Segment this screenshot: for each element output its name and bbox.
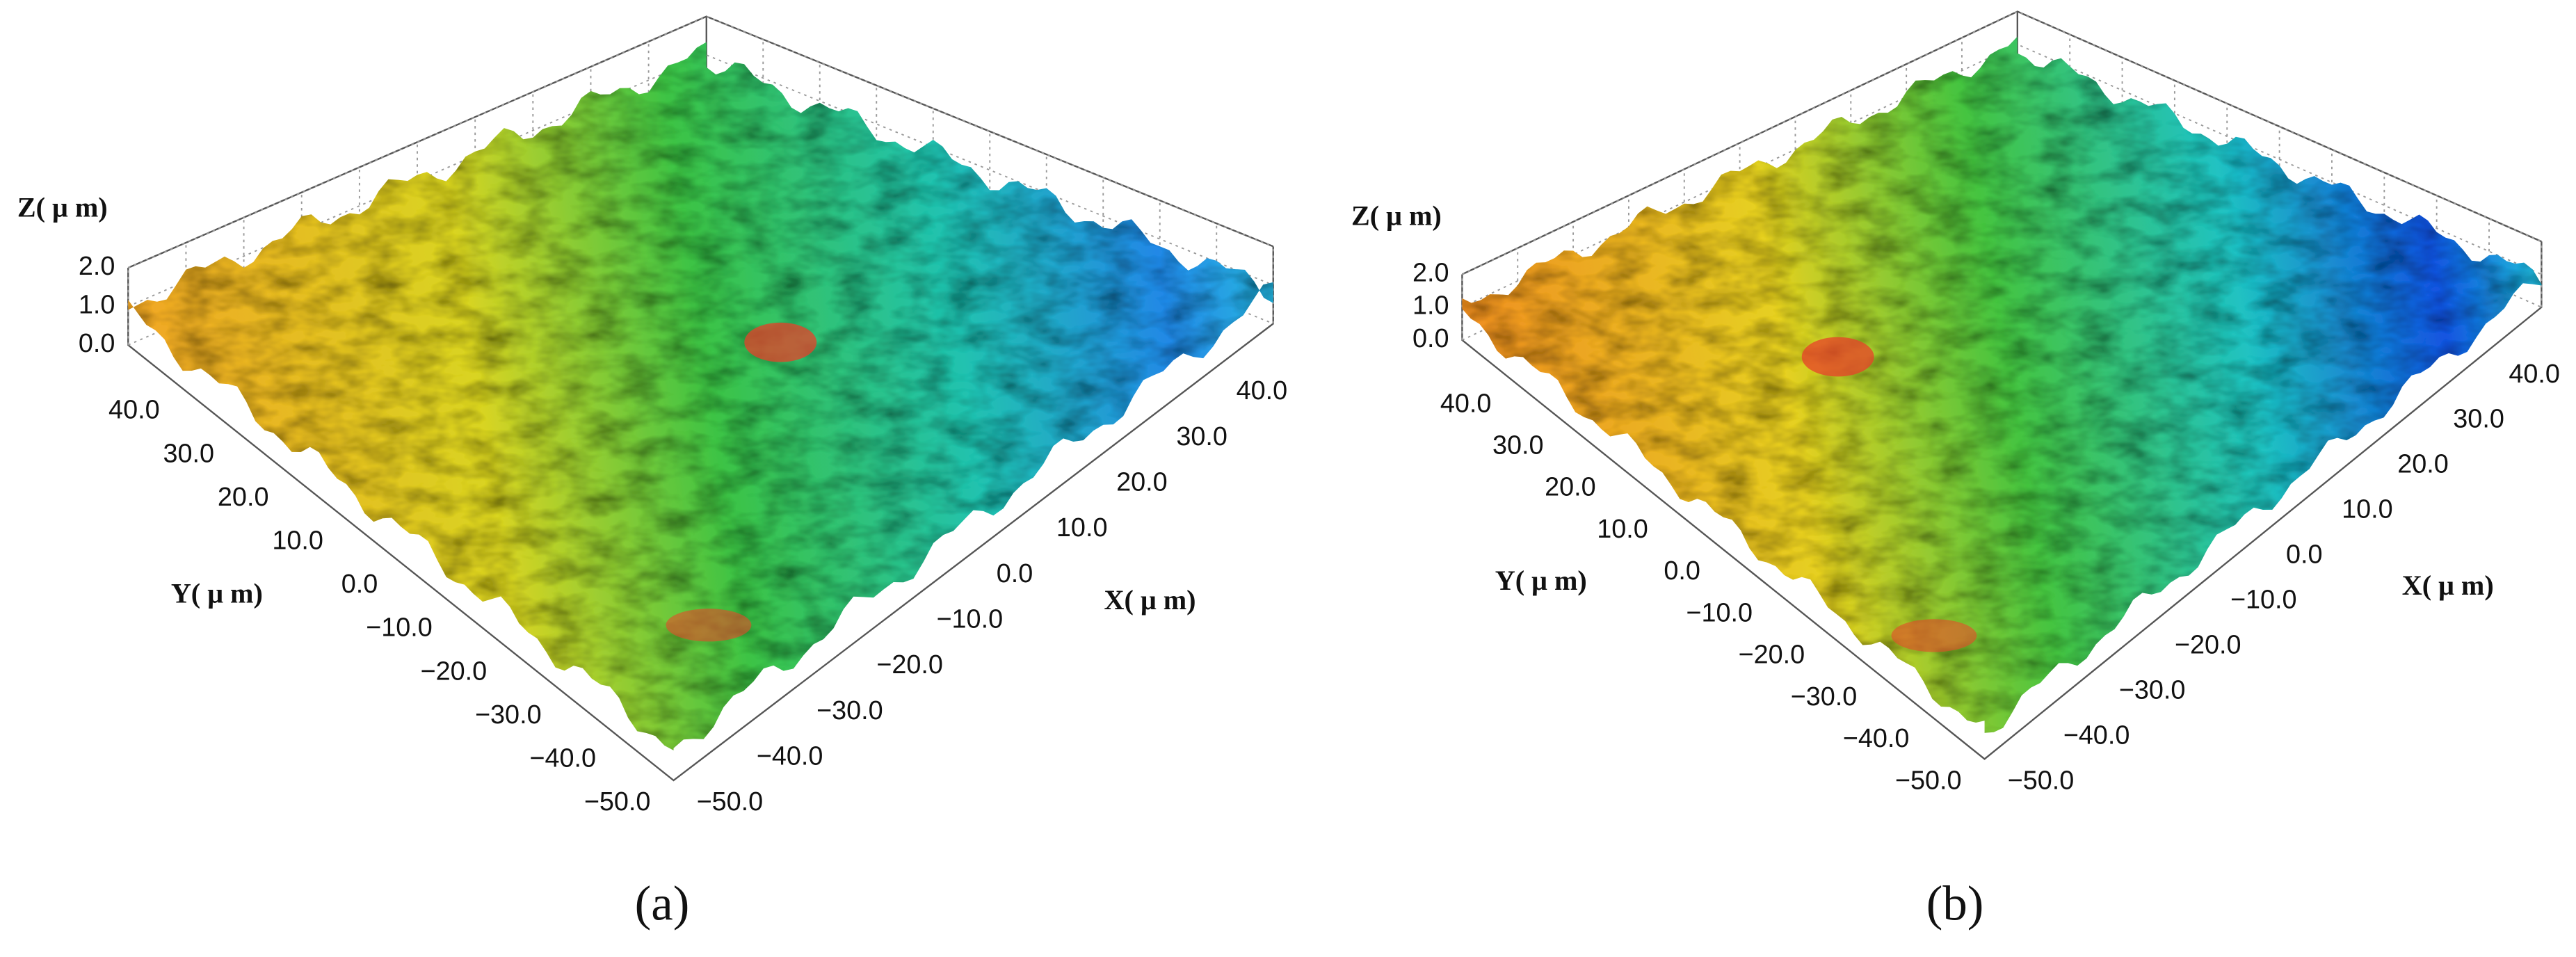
y-tick-label: 30.0 — [1492, 431, 1544, 460]
surface-peak — [666, 609, 752, 642]
y-tick-label: 30.0 — [163, 439, 214, 468]
x-tick-label: 20.0 — [1116, 467, 1168, 497]
y-tick-label: 40.0 — [1440, 389, 1492, 418]
x-tick-label: 40.0 — [1237, 376, 1288, 405]
panel: −50.0−40.0−30.0−20.0−10.00.010.020.030.0… — [1351, 10, 2560, 931]
x-tick-label: −20.0 — [2175, 631, 2241, 660]
y-tick-label: 0.0 — [341, 570, 378, 599]
x-tick-label: −30.0 — [816, 696, 883, 725]
x-tick-label: −20.0 — [876, 650, 943, 679]
y-tick-label: 10.0 — [1597, 515, 1648, 544]
z-axis-title: Z( μ m) — [1351, 200, 1442, 231]
z-axis-title: Z( μ m) — [17, 192, 108, 223]
surface — [1462, 36, 2542, 733]
x-tick-label: −50.0 — [697, 787, 764, 817]
y-tick-label: 10.0 — [272, 526, 323, 556]
x-tick-label: −50.0 — [2008, 766, 2075, 795]
x-tick-label: 20.0 — [2397, 450, 2449, 479]
x-tick-label: 0.0 — [997, 559, 1033, 588]
grid-line — [127, 15, 1274, 268]
y-axis-title: Y( μ m) — [171, 578, 263, 609]
y-tick-label: −30.0 — [475, 700, 542, 730]
y-tick-label: −40.0 — [1843, 724, 1910, 753]
grid-line — [1461, 10, 2542, 275]
y-tick-label: −10.0 — [1686, 598, 1753, 627]
y-tick-label: −20.0 — [421, 657, 488, 686]
surface-peak — [744, 322, 817, 362]
x-tick-label: 30.0 — [2453, 405, 2504, 434]
surface-peak — [1891, 619, 1977, 652]
y-tick-label: 0.0 — [1664, 556, 1700, 586]
y-tick-label: 40.0 — [108, 396, 160, 425]
caption: (a) — [635, 877, 690, 931]
y-tick-label: −10.0 — [366, 613, 433, 643]
y-tick-label: −20.0 — [1739, 641, 1805, 670]
x-tick-label: 30.0 — [1176, 422, 1227, 451]
x-tick-label: 0.0 — [2286, 540, 2323, 570]
grid-line — [127, 54, 1274, 307]
x-axis-title: X( μ m) — [2402, 570, 2494, 601]
y-tick-label: −30.0 — [1791, 682, 1858, 711]
z-tick-label: 0.0 — [1412, 324, 1449, 353]
y-tick-label: 20.0 — [218, 483, 269, 512]
panel: −50.0−40.0−30.0−20.0−10.00.010.020.030.0… — [17, 15, 1288, 931]
y-tick-label: −50.0 — [584, 787, 651, 817]
x-tick-label: −30.0 — [2119, 675, 2186, 705]
x-tick-label: 10.0 — [1056, 513, 1108, 542]
z-tick-label: 2.0 — [79, 252, 115, 281]
z-tick-label: 0.0 — [79, 329, 115, 358]
x-tick-label: −10.0 — [936, 604, 1003, 634]
z-tick-label: 2.0 — [1412, 258, 1449, 287]
x-tick-label: 40.0 — [2509, 360, 2560, 389]
x-axis-title: X( μ m) — [1104, 584, 1196, 616]
z-tick-label: 1.0 — [1412, 291, 1449, 321]
x-tick-label: −40.0 — [2063, 721, 2130, 750]
z-tick-label: 1.0 — [79, 291, 115, 320]
y-axis-title: Y( μ m) — [1495, 565, 1587, 596]
caption: (b) — [1926, 877, 1984, 931]
x-tick-label: −10.0 — [2230, 586, 2297, 615]
x-tick-label: 10.0 — [2342, 495, 2393, 524]
y-tick-label: −40.0 — [529, 744, 596, 773]
y-tick-label: −50.0 — [1895, 766, 1962, 795]
y-tick-label: 20.0 — [1545, 473, 1596, 502]
x-tick-label: −40.0 — [757, 741, 823, 771]
surface — [128, 42, 1273, 750]
surface-peak — [1801, 337, 1874, 377]
